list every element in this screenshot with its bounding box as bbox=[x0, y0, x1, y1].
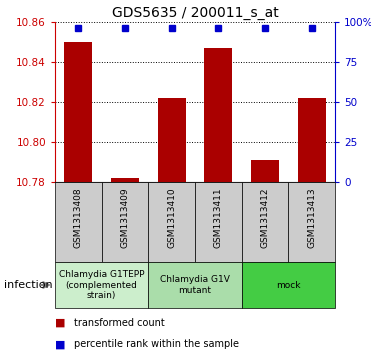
Bar bbox=[158, 98, 186, 182]
Text: GSM1313412: GSM1313412 bbox=[260, 188, 269, 248]
Bar bbox=[148, 182, 195, 262]
Title: GDS5635 / 200011_s_at: GDS5635 / 200011_s_at bbox=[112, 5, 278, 20]
Text: GSM1313410: GSM1313410 bbox=[167, 188, 176, 248]
Bar bbox=[195, 182, 242, 262]
Bar bbox=[55, 182, 102, 262]
Bar bbox=[251, 160, 279, 182]
Text: transformed count: transformed count bbox=[73, 318, 164, 327]
Bar bbox=[204, 48, 232, 182]
Bar bbox=[242, 262, 335, 308]
Bar bbox=[111, 178, 139, 182]
Text: Chlamydia G1V
mutant: Chlamydia G1V mutant bbox=[160, 275, 230, 295]
Bar bbox=[148, 262, 242, 308]
Text: GSM1313413: GSM1313413 bbox=[307, 188, 316, 248]
Bar bbox=[102, 182, 148, 262]
Bar bbox=[55, 262, 148, 308]
Text: GSM1313408: GSM1313408 bbox=[74, 188, 83, 248]
Text: percentile rank within the sample: percentile rank within the sample bbox=[73, 339, 239, 349]
Bar bbox=[298, 98, 326, 182]
Text: ■: ■ bbox=[55, 339, 66, 349]
Text: GSM1313411: GSM1313411 bbox=[214, 188, 223, 248]
Text: mock: mock bbox=[276, 281, 301, 290]
Text: ■: ■ bbox=[55, 318, 66, 327]
Bar bbox=[242, 182, 288, 262]
Bar bbox=[64, 42, 92, 182]
Text: Chlamydia G1TEPP
(complemented
strain): Chlamydia G1TEPP (complemented strain) bbox=[59, 270, 144, 300]
Text: infection: infection bbox=[4, 280, 52, 290]
Bar bbox=[288, 182, 335, 262]
Text: GSM1313409: GSM1313409 bbox=[121, 188, 129, 248]
